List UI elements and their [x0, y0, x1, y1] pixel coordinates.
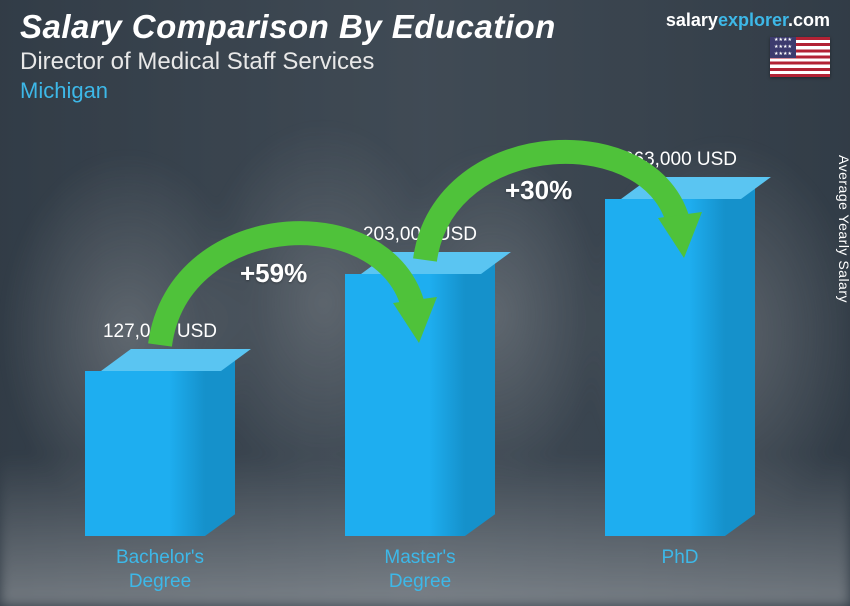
bar-3d [85, 371, 235, 536]
bar-front [85, 371, 205, 536]
bar-value-label: 203,000 USD [320, 224, 520, 246]
bar-category-label: PhD [580, 546, 780, 570]
brand-block: salaryexplorer.com [666, 10, 830, 77]
brand-suffix: .com [788, 10, 830, 30]
bar-side [725, 177, 755, 536]
bar-3d [345, 274, 495, 536]
increase-percent-label: +30% [505, 175, 572, 206]
chart-area: 127,000 USDBachelor'sDegree203,000 USDMa… [55, 120, 795, 536]
brand-prefix: salary [666, 10, 718, 30]
y-axis-label: Average Yearly Salary [836, 155, 850, 303]
bar-value-label: 127,000 USD [60, 321, 260, 343]
increase-percent-label: +59% [240, 258, 307, 289]
bar-side [465, 252, 495, 536]
us-flag-icon [770, 37, 830, 77]
location-label: Michigan [20, 78, 830, 104]
bar-category-label: Master'sDegree [320, 546, 520, 594]
brand-name: salaryexplorer.com [666, 10, 830, 31]
bar-category-label: Bachelor'sDegree [60, 546, 260, 594]
bar-3d [605, 199, 755, 536]
bar-side [205, 349, 235, 536]
brand-mid: explorer [718, 10, 788, 30]
bar-front [345, 274, 465, 536]
bar-front [605, 199, 725, 536]
bar-value-label: 263,000 USD [580, 149, 780, 171]
